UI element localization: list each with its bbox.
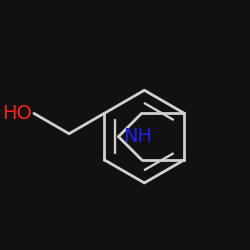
- Text: NH: NH: [123, 127, 152, 146]
- Text: HO: HO: [2, 104, 32, 123]
